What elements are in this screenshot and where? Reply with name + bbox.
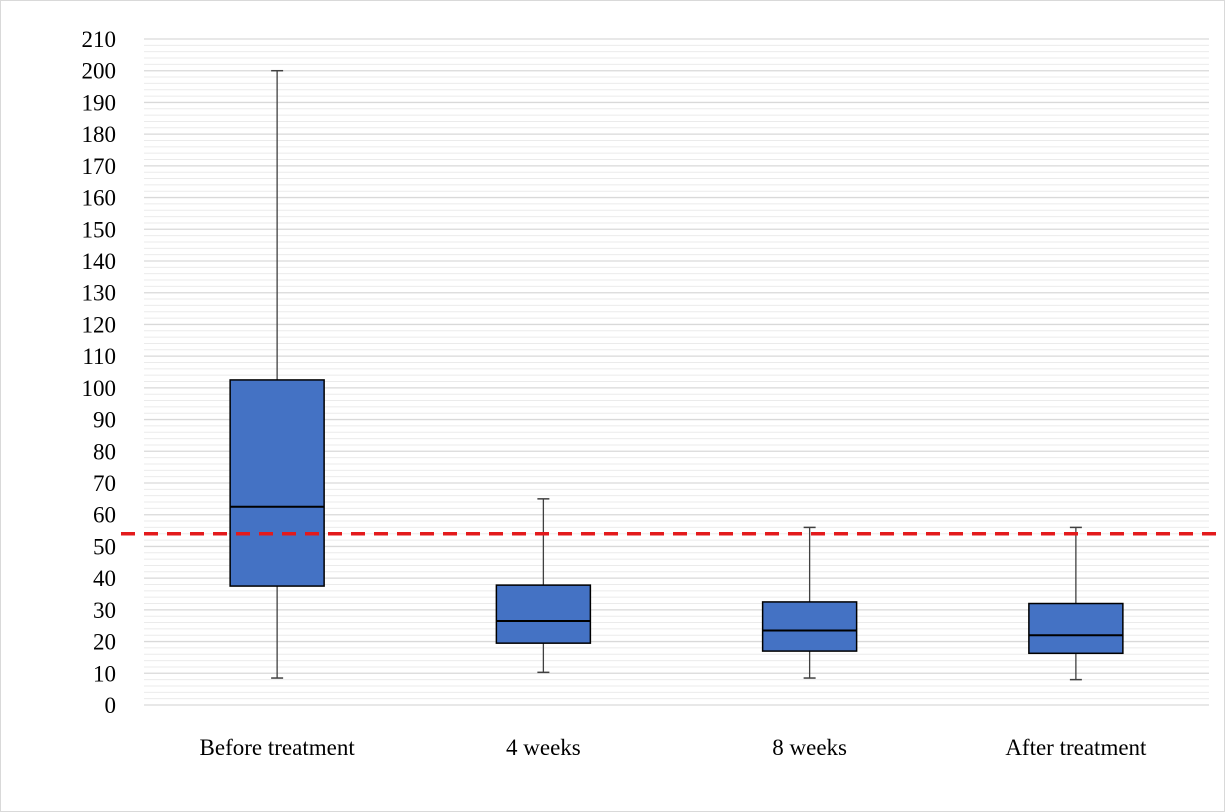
iqr-box: [1028, 602, 1124, 655]
x-category-label: 8 weeks: [772, 735, 847, 760]
y-tick-label: 0: [105, 693, 117, 718]
box-1: [229, 69, 325, 679]
y-tick-label: 190: [82, 90, 117, 115]
y-tick-label: 90: [93, 408, 116, 433]
y-tick-label: 50: [93, 534, 116, 559]
y-tick-label: 70: [93, 471, 116, 496]
y-tick-label: 200: [82, 59, 117, 84]
y-tick-label: 80: [93, 439, 116, 464]
y-tick-label: 160: [82, 186, 117, 211]
y-axis-tick-labels: 0 10 20 30 40 50 60 70 80 90 100 110 120 130 140 150 160…: [82, 27, 117, 718]
y-tick-label: 120: [82, 312, 117, 337]
y-tick-label: 180: [82, 122, 117, 147]
y-tick-label: 170: [82, 154, 117, 179]
x-category-label: Before treatment: [200, 735, 356, 760]
grid-lines: [144, 38, 1209, 706]
box-2: [495, 498, 592, 674]
x-category-label: After treatment: [1005, 735, 1147, 760]
box-3: [761, 526, 858, 679]
y-tick-label: 150: [82, 217, 117, 242]
y-tick-label: 30: [93, 598, 116, 623]
iqr-box: [761, 601, 858, 652]
iqr-box: [495, 584, 592, 644]
y-tick-label: 140: [82, 249, 117, 274]
y-tick-label: 60: [93, 503, 116, 528]
x-axis-category-labels: Before treatment 4 weeks 8 weeks After trea…: [200, 735, 1148, 760]
x-category-label: 4 weeks: [506, 735, 581, 760]
y-tick-label: 110: [82, 344, 116, 369]
y-tick-label: 210: [82, 27, 117, 52]
y-tick-label: 100: [82, 376, 117, 401]
y-tick-label: 40: [93, 566, 116, 591]
y-tick-label: 20: [93, 630, 116, 655]
y-tick-label: 130: [82, 281, 117, 306]
iqr-box: [229, 379, 325, 587]
box-4: [1028, 526, 1124, 681]
box-plot-series: [229, 69, 1124, 681]
y-tick-label: 10: [93, 661, 116, 686]
